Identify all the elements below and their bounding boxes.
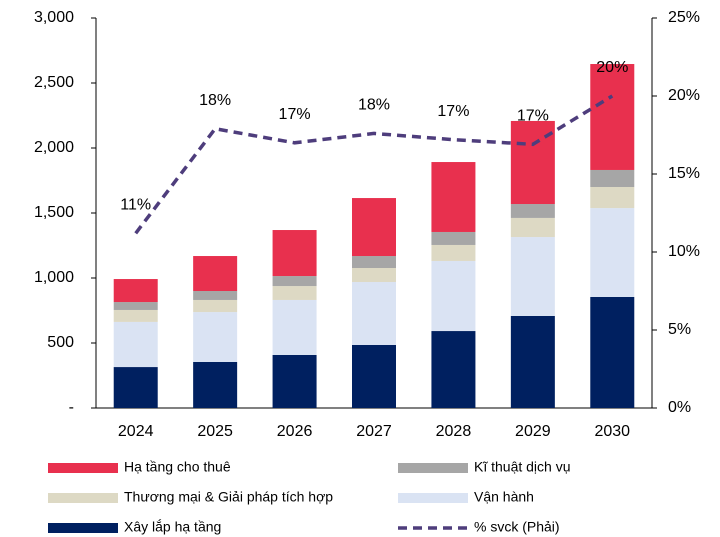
y2-tick-label: 5% [668, 321, 691, 338]
data-label: 17% [517, 108, 549, 125]
x-tick-label: 2027 [356, 423, 392, 440]
bar-segment [113, 309, 158, 322]
x-tick-label: 2030 [594, 423, 630, 440]
bar-segment [352, 282, 396, 345]
y-tick-label: 1,500 [34, 204, 74, 221]
y-tick-label: - [69, 399, 74, 416]
bar-segment [193, 256, 238, 291]
bar-segment [272, 286, 317, 300]
bar-segment [193, 361, 238, 408]
legend-label: Vận hành [474, 489, 534, 505]
bar-segment [431, 162, 476, 232]
line-series [134, 94, 614, 235]
y-tick-label: 2,000 [34, 139, 74, 156]
y2-tick-label: 15% [668, 165, 700, 182]
bar-segment [510, 315, 555, 408]
bar-segment [431, 244, 476, 261]
bar-segment [352, 344, 396, 408]
legend-label: % svck (Phải) [474, 519, 560, 535]
legend-swatch [398, 463, 468, 473]
legend-label: Xây lắp hạ tầng [124, 519, 221, 535]
data-label: 20% [596, 59, 628, 76]
bar-segment [590, 208, 635, 297]
legend-swatch [48, 463, 118, 473]
x-tick-label: 2025 [197, 423, 233, 440]
legend-label: Kĩ thuật dịch vụ [474, 459, 571, 475]
legend-label: Hạ tầng cho thuê [124, 459, 231, 475]
legend-swatch [398, 493, 468, 503]
bar-segment [590, 296, 635, 408]
bar-segment [510, 204, 555, 218]
bar-segment [193, 291, 238, 300]
x-tick-label: 2024 [118, 423, 154, 440]
bar-segment [352, 198, 396, 257]
bar-segment [272, 230, 317, 277]
bar-segment [113, 321, 158, 368]
x-tick-label: 2029 [515, 423, 551, 440]
y2-tick-label: 20% [668, 87, 700, 104]
bar-segment [113, 367, 158, 408]
data-label: 17% [437, 103, 469, 120]
legend-swatch [48, 523, 118, 533]
y-tick-label: 1,000 [34, 269, 74, 286]
bar-segment [352, 267, 396, 283]
legend-swatch [48, 493, 118, 503]
bar-segment [590, 169, 635, 187]
bar-segment [590, 187, 635, 209]
data-label: 18% [358, 97, 390, 114]
y-tick-label: 500 [47, 334, 74, 351]
data-label: 17% [279, 106, 311, 123]
y2-tick-label: 25% [668, 9, 700, 26]
data-label: 11% [120, 196, 151, 213]
bar-segment [272, 299, 317, 355]
bar-segment [193, 312, 238, 362]
y2-tick-label: 10% [668, 243, 700, 260]
bar-segment [352, 256, 396, 268]
bar-segment [193, 299, 238, 313]
legend-label: Thương mại & Giải pháp tích hợp [124, 489, 333, 505]
bar-segment [510, 217, 555, 238]
bar-segment [272, 276, 317, 287]
y-tick-label: 2,500 [34, 74, 74, 91]
bar-segment [590, 64, 635, 170]
x-tick-label: 2028 [436, 423, 472, 440]
bar-segment [431, 231, 476, 245]
y2-tick-label: 0% [668, 399, 691, 416]
data-label: 18% [199, 92, 231, 109]
bar-segment [431, 331, 476, 408]
y-tick-label: 3,000 [34, 9, 74, 26]
bar-segment [510, 237, 555, 316]
bar-segment [113, 302, 158, 310]
bar-segment [113, 279, 158, 303]
bar-segment [272, 354, 317, 408]
x-tick-label: 2026 [277, 423, 313, 440]
bar-segment [431, 260, 476, 332]
